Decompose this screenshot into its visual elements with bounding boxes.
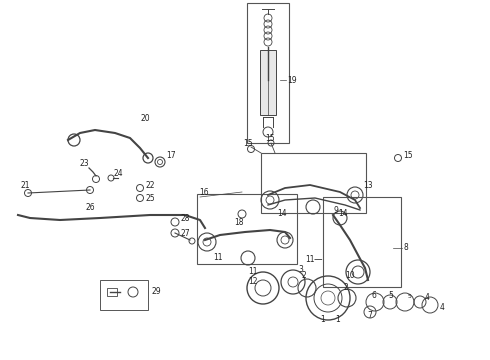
Text: 22: 22	[145, 180, 154, 189]
Bar	[107, 288, 117, 296]
Text: 3: 3	[298, 266, 303, 275]
Text: 5: 5	[408, 293, 412, 298]
Text: 24: 24	[113, 168, 122, 177]
Text: 11: 11	[213, 253, 222, 262]
Text: 4: 4	[425, 292, 430, 302]
Text: 11: 11	[248, 267, 258, 276]
Text: 2: 2	[302, 270, 307, 279]
Text: 20: 20	[140, 113, 149, 122]
Text: 28: 28	[180, 213, 190, 222]
Text: 2: 2	[343, 283, 348, 292]
Text: 16: 16	[199, 188, 209, 197]
Bar	[261, 153, 366, 213]
Text: 8: 8	[403, 243, 408, 252]
Bar	[260, 50, 276, 115]
Bar	[323, 197, 401, 287]
Text: 15: 15	[243, 139, 253, 148]
Text: 6: 6	[372, 292, 377, 301]
Text: 13: 13	[363, 180, 372, 189]
Text: 4: 4	[440, 303, 445, 312]
Text: 14: 14	[338, 208, 347, 217]
Bar	[197, 194, 297, 264]
Text: 9: 9	[333, 206, 338, 215]
Text: 7: 7	[367, 310, 372, 320]
Bar	[247, 3, 289, 143]
Text: 1: 1	[320, 315, 325, 324]
Text: 29: 29	[151, 287, 161, 296]
Text: 1: 1	[335, 315, 340, 324]
Text: 27: 27	[180, 229, 190, 238]
Text: 17: 17	[166, 150, 175, 159]
Text: 11―: 11―	[305, 256, 322, 265]
Text: 5: 5	[388, 291, 393, 300]
Text: 10: 10	[345, 270, 355, 279]
Text: 18: 18	[234, 217, 244, 226]
Text: 25: 25	[145, 194, 155, 202]
Text: 15: 15	[403, 150, 413, 159]
Text: 26: 26	[85, 202, 95, 212]
Bar	[100, 280, 148, 310]
Text: 21: 21	[20, 180, 29, 189]
Text: 14: 14	[277, 208, 287, 217]
Text: 19: 19	[287, 76, 296, 85]
Text: 15: 15	[265, 134, 274, 143]
Text: 23: 23	[79, 158, 89, 167]
Text: 12: 12	[248, 278, 258, 287]
